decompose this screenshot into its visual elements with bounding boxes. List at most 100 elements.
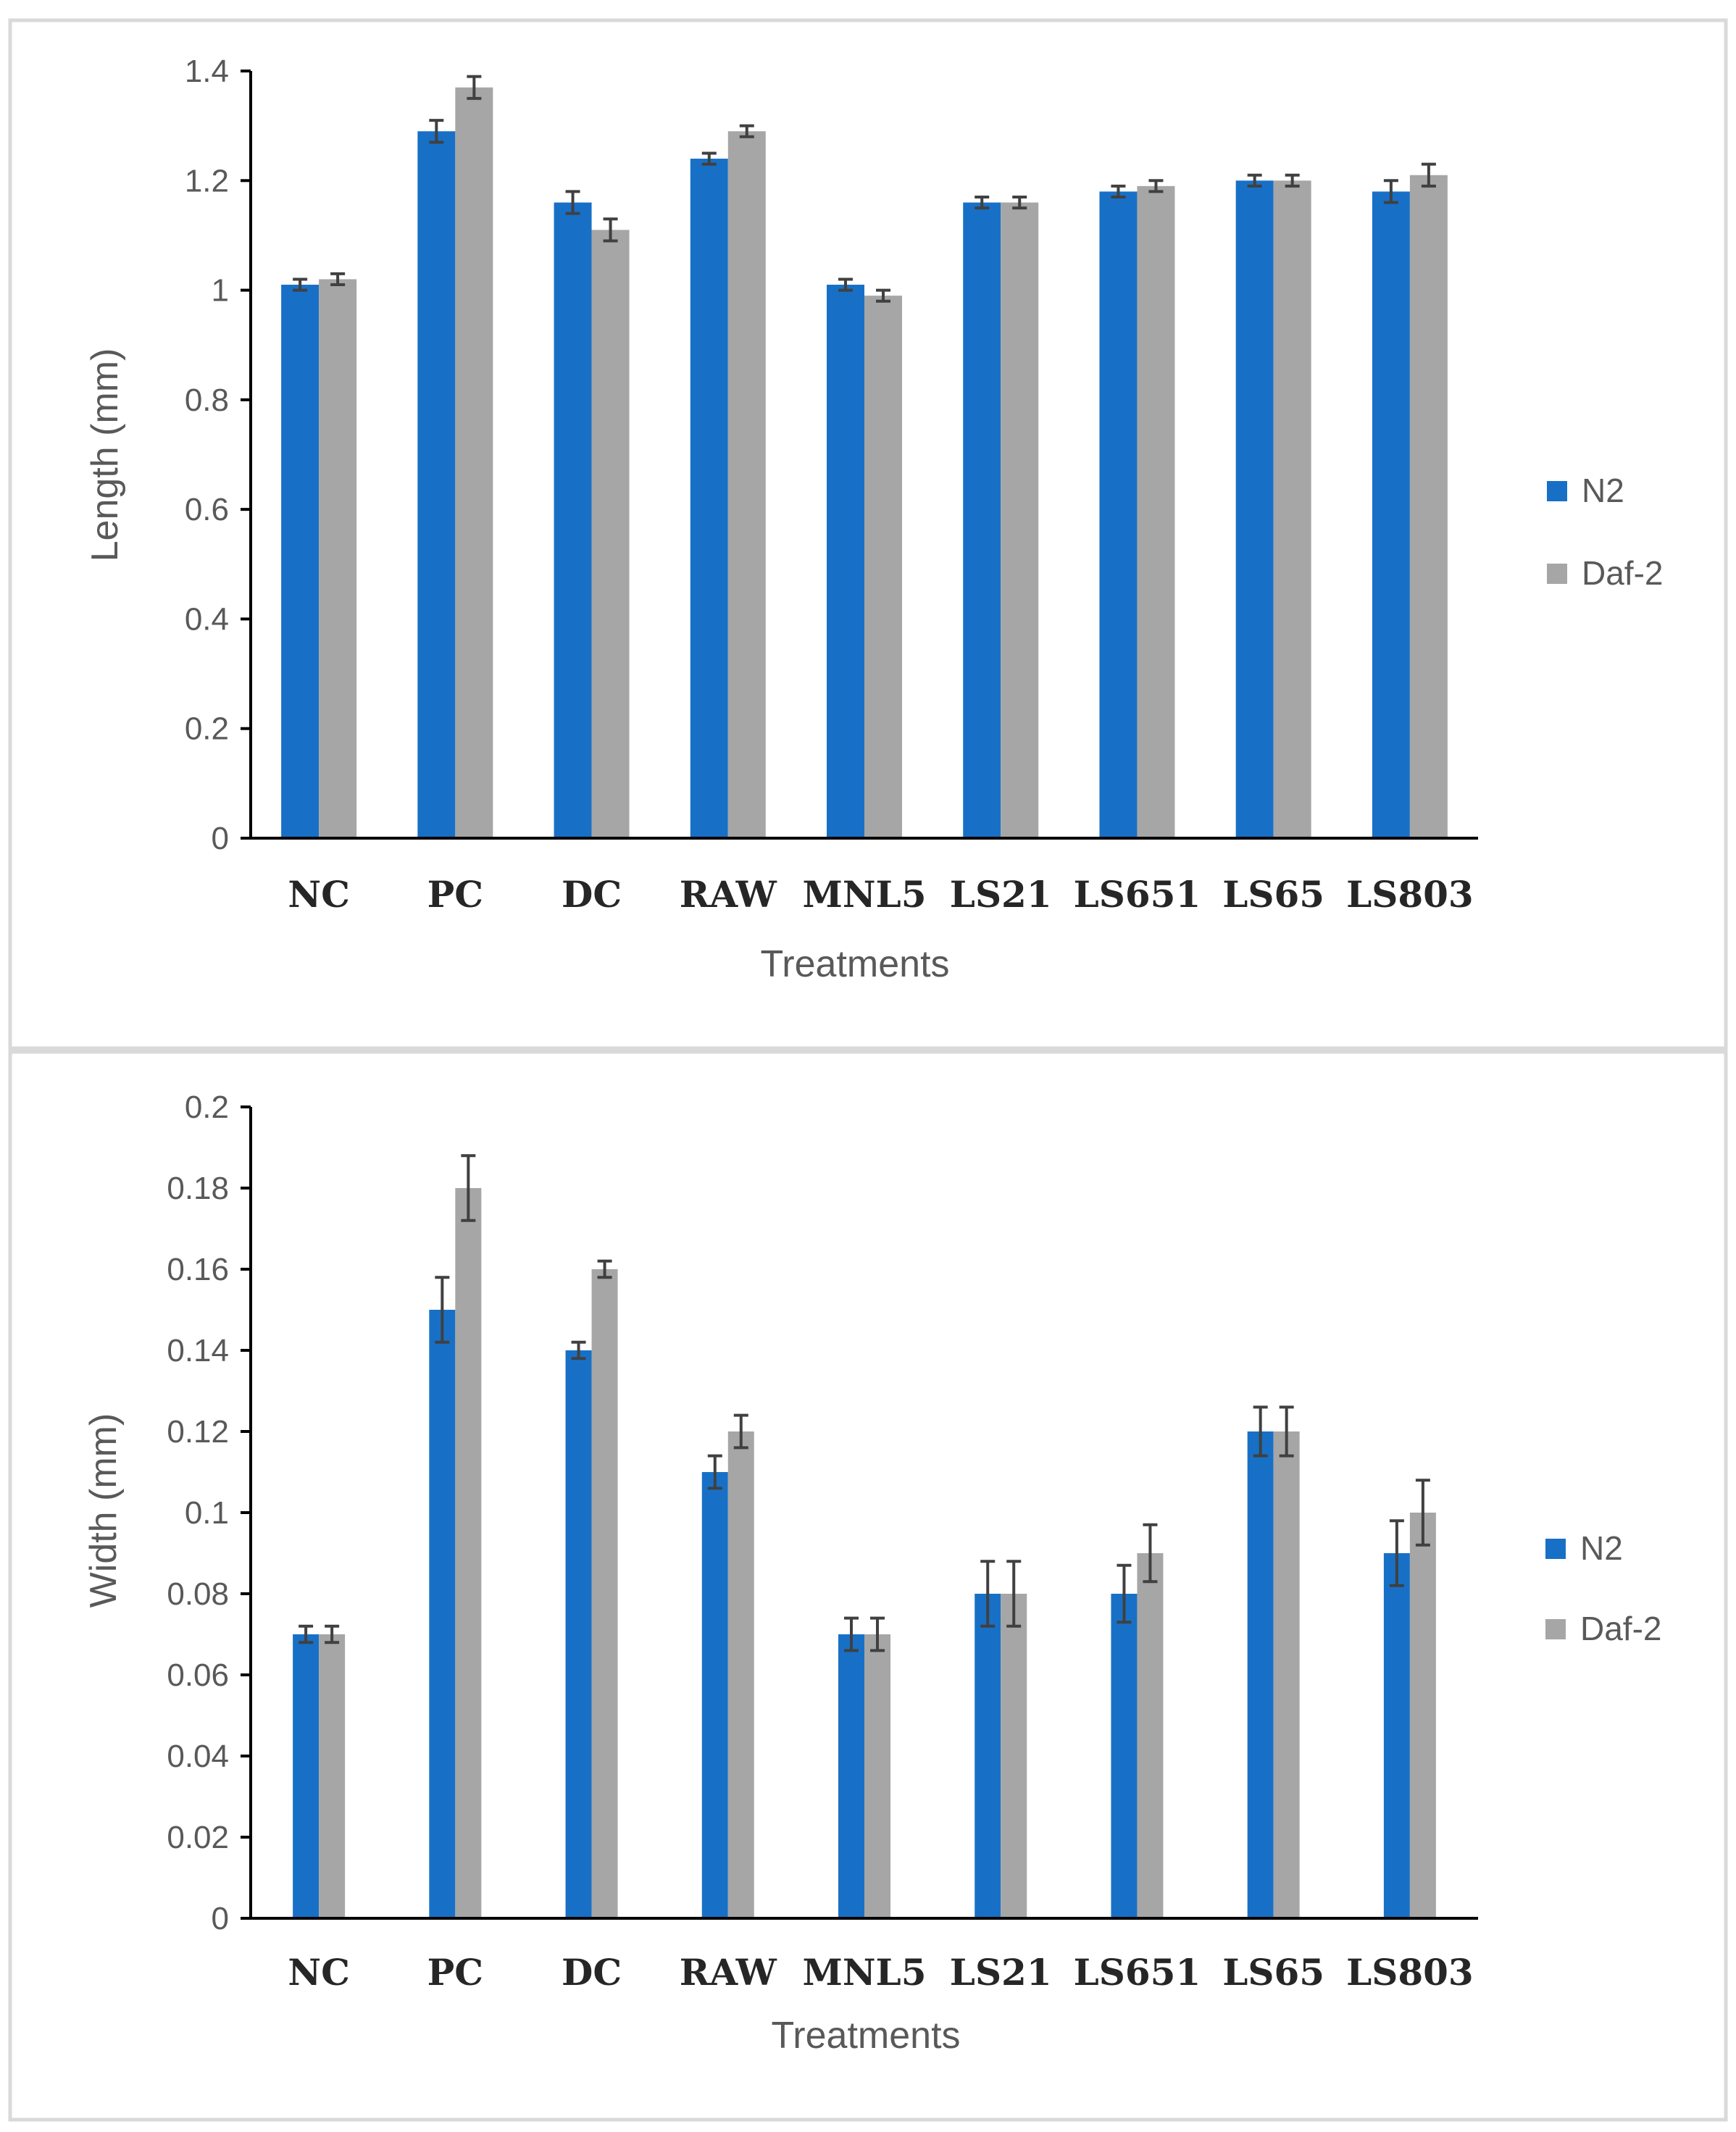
width-x-tick-label: DC <box>562 1951 622 1994</box>
length-y-tick-label: 1 <box>212 273 229 309</box>
length-bar-daf2-ls65 <box>1273 180 1311 839</box>
width-y-tick-label: 0.04 <box>167 1739 229 1774</box>
width-legend-n2-label: N2 <box>1580 1529 1623 1567</box>
length-errorbar-n2-ls21 <box>975 195 990 210</box>
width-bar-daf2-ls803 <box>1409 1513 1436 1918</box>
length-errorbar-daf2-ls651 <box>1148 179 1164 193</box>
length-errorbar-daf2-pc <box>467 75 482 100</box>
width-x-axis-labels: NC PC DC RAW MNL5 LS21 LS651 LS65 LS803 <box>288 1951 1473 1994</box>
width-bar-n2-ls21 <box>975 1594 1001 1918</box>
width-y-axis-ticks: 0 0.02 0.04 0.06 0.08 0.1 0.12 0.14 0.16 0.18 0.2 <box>167 1090 251 1936</box>
length-bar-n2-ls65 <box>1235 180 1274 839</box>
width-y-tick-label: 0.02 <box>167 1820 229 1855</box>
length-errorbar-n2-pc <box>429 119 444 144</box>
width-legend-daf2-label: Daf-2 <box>1580 1610 1661 1647</box>
width-x-tick-label: MNL5 <box>803 1951 927 1994</box>
width-y-tick-label: 0.06 <box>167 1657 229 1693</box>
width-bar-daf2-pc <box>455 1188 482 1918</box>
width-errorbar-n2-mnl5 <box>844 1616 859 1652</box>
width-legend-n2-swatch <box>1545 1539 1566 1559</box>
width-x-tick-label: LS65 <box>1222 1951 1324 1994</box>
width-bar-daf2-raw <box>727 1431 754 1918</box>
length-bar-daf2-ls21 <box>1001 202 1039 838</box>
length-error-bars <box>293 75 1436 303</box>
width-x-tick-label: NC <box>288 1951 350 1994</box>
width-bar-n2-dc <box>565 1350 592 1918</box>
length-bar-daf2-dc <box>591 230 630 839</box>
width-errorbar-n2-ls651 <box>1117 1563 1132 1624</box>
width-errorbar-n2-ls65 <box>1253 1405 1268 1458</box>
width-errorbar-daf2-ls651 <box>1143 1523 1158 1584</box>
length-x-tick-label: LS21 <box>950 873 1052 916</box>
length-errorbar-n2-mnl5 <box>838 277 853 292</box>
width-errorbar-n2-pc <box>435 1276 450 1344</box>
length-bar-n2-mnl5 <box>827 285 864 838</box>
width-errorbar-n2-ls21 <box>980 1560 996 1628</box>
width-errorbar-daf2-pc <box>461 1154 476 1222</box>
width-errorbar-daf2-raw <box>733 1413 748 1450</box>
width-y-tick-label: 0.14 <box>167 1333 229 1368</box>
width-errorbar-n2-dc <box>571 1340 586 1360</box>
width-errorbar-daf2-nc <box>325 1624 340 1644</box>
length-errorbar-daf2-ls21 <box>1012 195 1027 210</box>
length-y-tick-label: 0.4 <box>185 601 229 637</box>
length-legend: N2 Daf-2 <box>1547 472 1663 592</box>
width-errorbar-n2-ls803 <box>1389 1519 1404 1587</box>
length-errorbar-daf2-raw <box>739 124 754 138</box>
length-bar-n2-ls21 <box>963 202 1001 838</box>
width-bar-n2-raw <box>701 1472 728 1918</box>
length-errorbar-n2-ls65 <box>1247 173 1262 188</box>
length-bar-n2-ls651 <box>1099 191 1138 838</box>
length-bar-n2-nc <box>281 285 320 838</box>
length-x-tick-label: PC <box>427 873 483 916</box>
length-x-axis-labels: NC PC DC RAW MNL5 LS21 LS651 LS65 LS803 <box>288 873 1473 916</box>
length-x-tick-label: LS651 <box>1074 873 1201 916</box>
length-chart-panel: 0 0.2 0.4 0.6 0.8 1 1.2 1.4 NC PC DC RAW MNL5 LS21 LS… <box>8 18 1728 1050</box>
length-errorbar-n2-ls803 <box>1383 179 1398 204</box>
length-y-tick-label: 0 <box>212 821 229 856</box>
length-bar-n2-dc <box>554 202 592 838</box>
width-x-tick-label: LS21 <box>950 1951 1052 1994</box>
length-x-axis-title: Treatments <box>760 943 949 985</box>
width-errorbar-daf2-ls803 <box>1415 1479 1430 1547</box>
length-errorbar-n2-ls651 <box>1111 184 1126 198</box>
width-x-tick-label: LS803 <box>1346 1951 1474 1994</box>
length-errorbar-daf2-ls803 <box>1421 162 1436 188</box>
length-legend-daf2-swatch <box>1547 564 1567 584</box>
width-y-tick-label: 0.08 <box>167 1576 229 1612</box>
length-y-tick-label: 0.2 <box>185 711 229 747</box>
length-bar-daf2-ls651 <box>1137 185 1175 839</box>
width-bar-n2-nc <box>293 1634 320 1918</box>
width-bar-daf2-ls651 <box>1137 1553 1164 1918</box>
width-bar-n2-ls803 <box>1383 1553 1410 1918</box>
length-y-tick-label: 1.4 <box>185 54 229 89</box>
length-errorbar-daf2-dc <box>603 217 618 243</box>
length-errorbar-n2-dc <box>565 190 580 215</box>
width-bars <box>293 1188 1436 1918</box>
width-errorbar-daf2-dc <box>597 1259 612 1279</box>
width-y-tick-label: 0.2 <box>185 1090 229 1125</box>
length-y-axis-ticks: 0 0.2 0.4 0.6 0.8 1 1.2 1.4 <box>185 54 251 856</box>
width-y-tick-label: 0.12 <box>167 1414 229 1450</box>
width-bar-daf2-mnl5 <box>864 1634 890 1918</box>
width-legend: N2 Daf-2 <box>1545 1529 1661 1647</box>
length-bar-n2-ls803 <box>1372 191 1410 838</box>
width-bar-n2-pc <box>429 1310 456 1918</box>
width-x-tick-label: LS651 <box>1074 1951 1201 1994</box>
width-error-bars <box>299 1154 1430 1652</box>
length-bar-daf2-pc <box>455 87 493 838</box>
length-bar-daf2-ls803 <box>1409 175 1448 838</box>
width-bar-n2-ls651 <box>1111 1594 1138 1918</box>
width-x-tick-label: PC <box>427 1951 483 1994</box>
length-bar-daf2-raw <box>727 131 766 838</box>
length-y-tick-label: 0.6 <box>185 492 229 527</box>
width-errorbar-daf2-ls65 <box>1279 1405 1294 1458</box>
length-legend-n2-label: N2 <box>1582 472 1624 509</box>
length-bar-n2-pc <box>417 131 456 838</box>
width-errorbar-n2-nc <box>299 1624 314 1644</box>
length-errorbar-n2-raw <box>701 151 717 166</box>
length-errorbar-n2-nc <box>293 277 308 292</box>
width-y-tick-label: 0.1 <box>185 1495 229 1531</box>
width-y-tick-label: 0.18 <box>167 1171 229 1206</box>
